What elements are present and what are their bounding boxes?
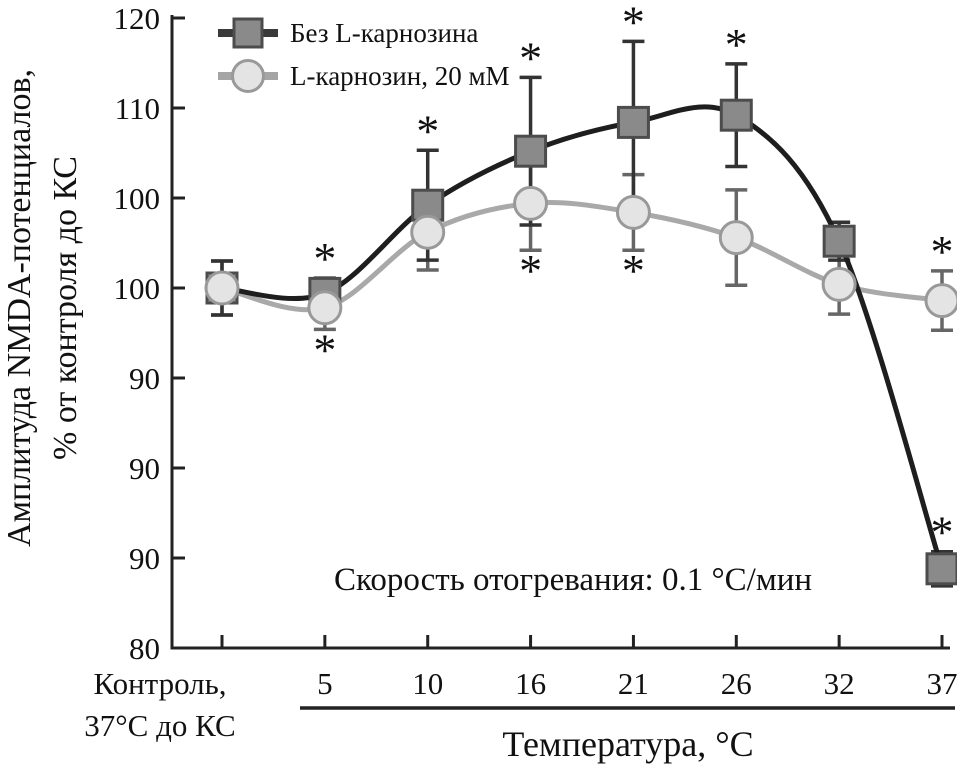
data-point-square (616, 105, 650, 139)
y-tick-label: 90 (129, 361, 160, 396)
y-tick-label: 100 (114, 271, 161, 306)
data-point-circle (615, 194, 651, 230)
data-point-circle (204, 270, 240, 306)
data-point-square (719, 98, 753, 132)
y-axis-title-line1: Амплитуда NMDA-потенциалов, (1, 69, 38, 547)
data-point-circle (924, 283, 957, 319)
x-tick-label: 10 (412, 666, 443, 701)
y-tick-label: 90 (129, 541, 160, 576)
significance-asterisk: * (725, 19, 748, 70)
significance-asterisk: * (930, 507, 953, 558)
significance-asterisk: * (313, 324, 336, 375)
data-point-square (822, 224, 856, 258)
significance-asterisk: * (622, 245, 645, 296)
x-axis-title: Температура, °C (502, 724, 753, 764)
data-point-circle (307, 290, 343, 326)
warming-rate-annotation: Скорость отогревания: 0.1 °C/мин (334, 562, 812, 598)
legend-circle-marker (231, 59, 265, 93)
data-point-circle (513, 185, 549, 221)
y-tick-label: 90 (129, 451, 160, 486)
x-tick-label: 16 (515, 666, 546, 701)
x-tick-label: 5 (317, 666, 333, 701)
significance-asterisk: * (313, 233, 336, 284)
y-tick-label: 80 (129, 631, 160, 666)
x-tick-label: 26 (721, 666, 752, 701)
significance-asterisk: * (930, 226, 953, 277)
data-point-square (925, 552, 957, 586)
y-tick-label: 110 (115, 91, 160, 126)
data-point-circle (718, 220, 754, 256)
y-tick-label: 120 (114, 1, 161, 36)
x-tick-label: 32 (824, 666, 855, 701)
y-axis-title-line2: % от контроля до КС (47, 156, 84, 460)
axis-spines (170, 15, 950, 650)
x-tick-label: 37 (926, 666, 957, 701)
legend-square-marker (232, 17, 264, 49)
data-point-square (514, 134, 548, 168)
data-point-circle (821, 266, 857, 302)
legend-label: Без L-карнозина (290, 18, 478, 48)
y-tick-label: 100 (114, 181, 161, 216)
legend-label: L-карнозин, 20 мМ (290, 61, 510, 91)
significance-asterisk: * (519, 245, 542, 296)
x-tick-label-control-line1: Контроль, (93, 666, 226, 701)
significance-asterisk: * (622, 0, 645, 47)
x-tick-label: 21 (618, 666, 649, 701)
data-point-circle (410, 214, 446, 250)
significance-asterisk: * (416, 105, 439, 156)
significance-asterisk: * (519, 32, 542, 83)
x-tick-label-control-line2: 37°С до КС (84, 708, 235, 743)
